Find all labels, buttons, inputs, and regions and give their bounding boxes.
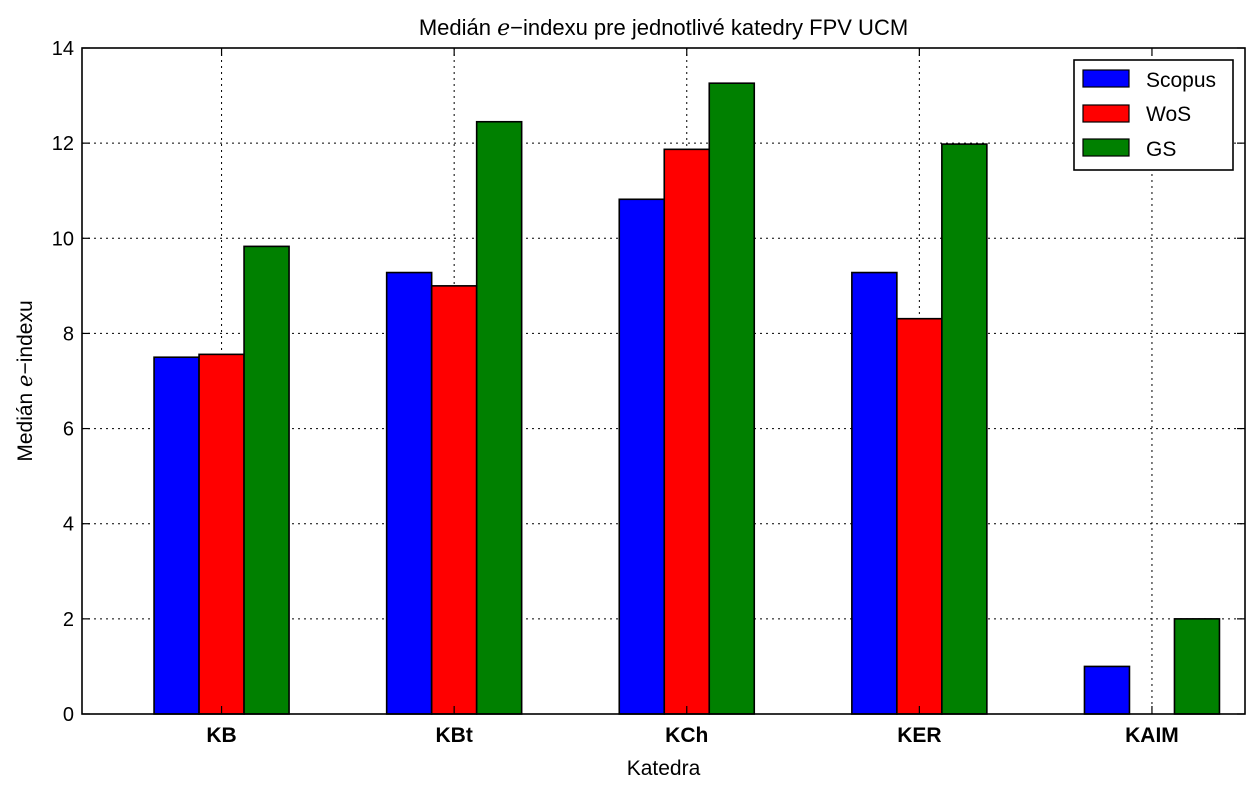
chart-title: Medián e−indexu pre jednotlivé katedry F… [419,15,908,41]
x-category-label: KB [206,724,236,747]
x-category-label: KER [897,724,941,747]
x-axis-title: Katedra [627,757,701,780]
y-tick-label: 8 [63,323,74,345]
bar-scopus-kbt [385,271,433,715]
bar-gs-kch [708,82,756,715]
bar-wos-ker [896,317,943,715]
y-tick-label: 4 [63,514,74,536]
legend-entry-wos: WoS [1082,103,1191,126]
x-category-label: KBt [435,724,472,747]
bar-scopus-kb [153,356,200,715]
legend-swatch-wos [1082,104,1130,123]
legend: Scopus WoS GS [1073,59,1234,171]
legend-label-wos: WoS [1146,103,1191,126]
bar-scopus-kch [618,198,666,715]
legend-swatch-scopus [1082,69,1130,88]
x-category-label: KCh [665,724,708,747]
y-tick-label: 0 [63,704,74,726]
bar-gs-kb [243,245,290,715]
plot-frame [81,47,1246,715]
legend-entry-gs: GS [1082,138,1176,161]
bar-scopus-kaim [1083,665,1131,715]
y-tick-label: 14 [52,38,74,60]
bar-wos-kb [198,353,245,715]
y-tick-label: 10 [52,228,74,250]
ticks-layer: 0 2 4 6 8 10 12 14 KB KBt KCh KER KAIM [52,38,1245,747]
legend-label-gs: GS [1146,138,1176,161]
bar-wos-kbt [430,285,478,715]
legend-entry-scopus: Scopus [1082,69,1216,92]
y-tick-label: 2 [63,609,74,631]
legend-label-scopus: Scopus [1146,69,1216,92]
x-category-label: KAIM [1125,724,1179,747]
bars-layer [153,82,1221,715]
y-axis-title: Medián e−indexu [13,300,37,461]
y-tick-label: 12 [52,133,74,155]
legend-swatch-gs [1082,138,1130,157]
bar-scopus-ker [851,271,898,715]
bar-gs-kaim [1173,618,1221,715]
bar-wos-kch [663,148,711,715]
y-tick-label: 6 [63,419,74,441]
bar-gs-kbt [475,120,523,715]
bar-gs-ker [941,143,988,715]
